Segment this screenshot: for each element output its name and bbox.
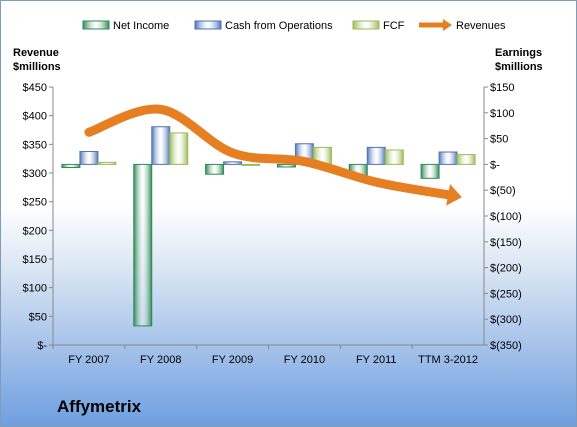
revenues-point-2 — [232, 152, 234, 154]
bar-cash-from-operations-5 — [438, 151, 458, 165]
legend-label-fcf: FCF — [383, 20, 405, 32]
left-tick-label: $150 — [23, 254, 47, 266]
right-axis-title: Earnings — [495, 47, 542, 59]
right-tick-label: $(100) — [490, 211, 522, 223]
right-tick-label: $(250) — [490, 288, 522, 300]
left-tick-label: $50 — [29, 311, 47, 323]
x-tick-label: FY 2009 — [212, 354, 253, 366]
x-tick-label: FY 2011 — [356, 354, 397, 366]
company-name: Affymetrix — [57, 397, 142, 416]
right-tick-label: $150 — [490, 82, 514, 94]
left-tick-label: $350 — [23, 139, 47, 151]
left-axis-title-unit: $millions — [13, 61, 61, 73]
bar-fcf-4 — [384, 149, 404, 165]
bar-fcf-2 — [241, 163, 261, 166]
left-tick-label: $200 — [23, 225, 47, 237]
right-tick-label: $(350) — [490, 340, 522, 352]
x-tick-label: FY 2008 — [140, 354, 181, 366]
bar-cash-from-operations-0 — [79, 151, 99, 165]
revenues-point-0 — [88, 131, 90, 133]
left-tick-label: $100 — [23, 283, 47, 295]
revenues-point-1 — [160, 108, 162, 110]
x-tick-label: FY 2007 — [68, 354, 109, 366]
legend-label-revenues: Revenues — [456, 20, 506, 32]
bar-fcf-0 — [97, 161, 117, 165]
revenues-point-3 — [303, 161, 305, 163]
left-tick-label: $400 — [23, 111, 47, 123]
bar-fcf-1 — [169, 132, 189, 165]
bar-cash-from-operations-4 — [366, 146, 386, 165]
legend-label-cash-from-operations: Cash from Operations — [225, 20, 333, 32]
right-tick-label: $(300) — [490, 314, 522, 326]
revenues-arrowhead — [446, 183, 462, 206]
left-axis-title: Revenue — [13, 47, 59, 59]
x-tick-label: TTM 3-2012 — [418, 354, 478, 366]
bar-cash-from-operations-1 — [151, 126, 171, 165]
revenues-point-4 — [375, 181, 377, 183]
right-tick-label: $(200) — [490, 263, 522, 275]
bar-fcf-5 — [456, 154, 476, 165]
right-tick-label: $(150) — [490, 237, 522, 249]
right-tick-label: $(50) — [490, 185, 516, 197]
revenues-line — [84, 104, 453, 200]
bar-net-income-5 — [420, 163, 440, 179]
left-tick-label: $250 — [23, 197, 47, 209]
legend-swatch-net-income — [82, 20, 110, 30]
bar-net-income-1 — [133, 163, 153, 327]
legend-swatch-fcf — [352, 20, 380, 30]
bar-net-income-0 — [61, 163, 81, 168]
right-tick-label: $100 — [490, 108, 514, 120]
left-tick-label: $450 — [23, 82, 47, 94]
bar-net-income-2 — [205, 163, 225, 175]
left-tick-label: $300 — [23, 168, 47, 180]
left-tick-label: $- — [37, 340, 47, 352]
right-tick-label: $50 — [490, 134, 508, 146]
right-tick-label: $- — [490, 159, 500, 171]
bar-net-income-3 — [276, 163, 296, 168]
x-tick-label: FY 2010 — [284, 354, 325, 366]
right-axis-title-unit: $millions — [495, 61, 543, 73]
legend-swatch-revenues-head — [443, 19, 452, 31]
legend-label-net-income: Net Income — [113, 20, 169, 32]
legend-swatch-cash-from-operations — [194, 20, 222, 30]
bar-cash-from-operations-2 — [223, 161, 243, 165]
